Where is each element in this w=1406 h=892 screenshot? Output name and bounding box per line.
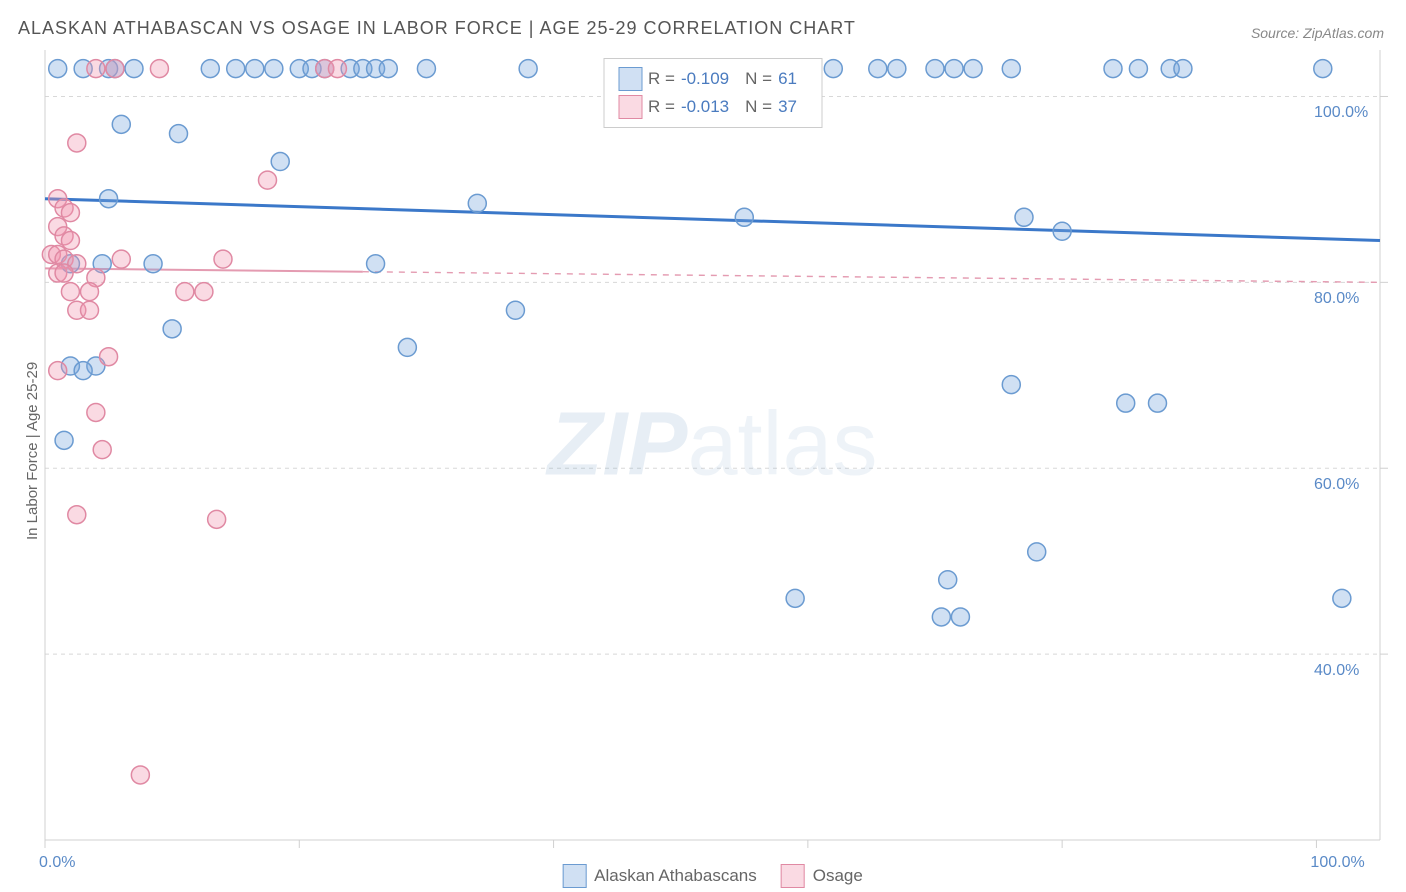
x-tick-label: 100.0% xyxy=(1310,854,1364,872)
legend-text: R = xyxy=(648,69,675,89)
legend-label: Osage xyxy=(813,866,863,886)
y-tick-label: 60.0% xyxy=(1314,476,1359,494)
chart-svg xyxy=(45,50,1380,840)
legend-text: 61 xyxy=(778,69,797,89)
series-legend: Alaskan Athabascans Osage xyxy=(562,864,863,888)
y-tick-label: 40.0% xyxy=(1314,662,1359,680)
legend-text: -0.013 xyxy=(681,97,729,117)
legend-text: R = xyxy=(648,97,675,117)
y-tick-label: 80.0% xyxy=(1314,290,1359,308)
legend-swatch xyxy=(618,67,642,91)
legend-row: R = -0.109 N = 61 xyxy=(618,65,807,93)
legend-item: Osage xyxy=(781,864,863,888)
source-attribution: Source: ZipAtlas.com xyxy=(1251,25,1384,41)
chart-title: ALASKAN ATHABASCAN VS OSAGE IN LABOR FOR… xyxy=(18,18,856,39)
legend-text: N = xyxy=(745,69,772,89)
legend-label: Alaskan Athabascans xyxy=(594,866,757,886)
scatter-plot: ZIPatlas R = -0.109 N = 61 R = -0.013 N … xyxy=(45,50,1380,840)
legend-text: -0.109 xyxy=(681,69,729,89)
legend-swatch xyxy=(562,864,586,888)
legend-item: Alaskan Athabascans xyxy=(562,864,757,888)
y-tick-label: 100.0% xyxy=(1314,104,1368,122)
legend-swatch xyxy=(618,95,642,119)
correlation-legend: R = -0.109 N = 61 R = -0.013 N = 37 xyxy=(603,58,822,128)
legend-swatch xyxy=(781,864,805,888)
legend-text: 37 xyxy=(778,97,797,117)
x-tick-label: 0.0% xyxy=(39,854,75,872)
y-axis-label: In Labor Force | Age 25-29 xyxy=(24,362,41,540)
legend-row: R = -0.013 N = 37 xyxy=(618,93,807,121)
legend-text: N = xyxy=(745,97,772,117)
